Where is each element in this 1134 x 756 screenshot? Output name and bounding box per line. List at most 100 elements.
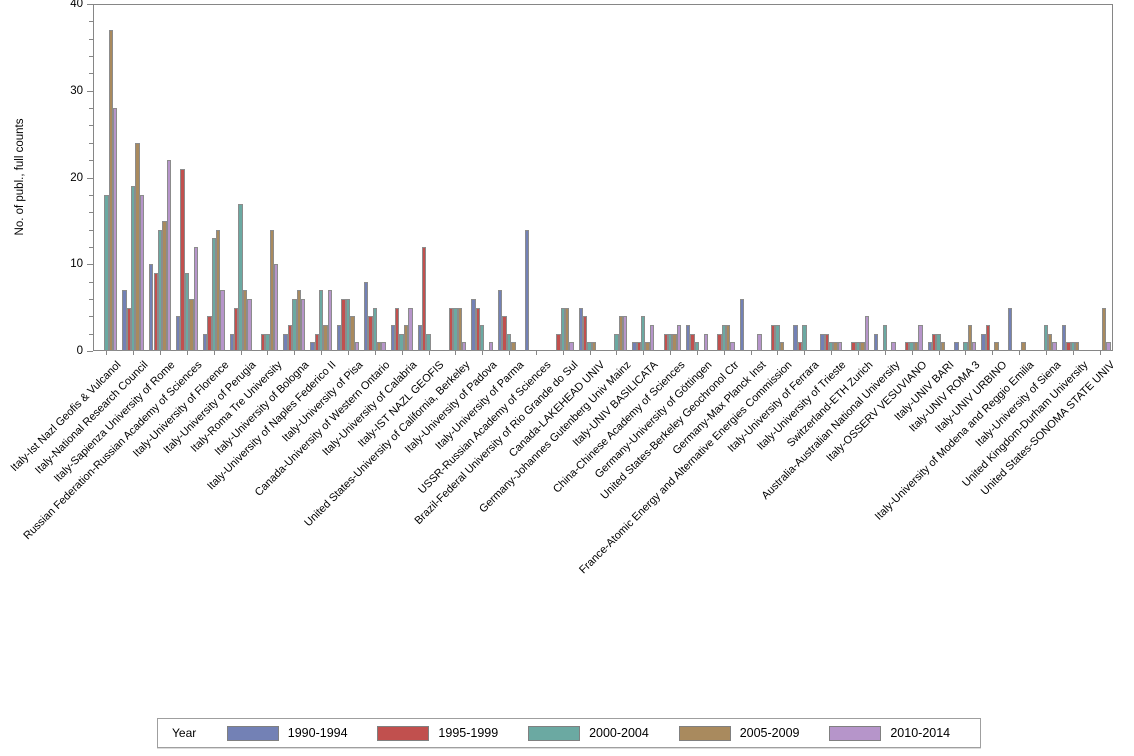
bar: [269, 229, 275, 351]
bar: [390, 324, 396, 351]
bar: [417, 324, 422, 351]
bar: [614, 333, 619, 351]
bar: [502, 316, 507, 351]
y-minor-tick: [89, 73, 93, 75]
x-tick: [1099, 351, 1101, 355]
bar: [793, 324, 798, 351]
bar: [837, 342, 843, 351]
bar: [480, 324, 485, 351]
bar: [395, 307, 400, 351]
x-tick: [160, 351, 162, 355]
bar: [372, 307, 378, 351]
bar: [323, 324, 328, 351]
x-tick: [509, 351, 511, 355]
bar: [985, 324, 990, 351]
bar: [488, 342, 494, 351]
x-tick: [804, 351, 806, 355]
bar: [471, 298, 476, 351]
bar: [940, 342, 946, 351]
x-tick: [186, 351, 188, 355]
bar: [623, 316, 628, 351]
bar: [215, 229, 221, 351]
y-tick-label: 0: [76, 345, 83, 357]
bar: [238, 203, 243, 351]
legend-swatch: [678, 725, 731, 741]
x-tick: [589, 351, 591, 355]
x-tick: [348, 351, 349, 355]
x-tick: [267, 351, 269, 355]
bar: [399, 333, 404, 351]
x-tick: [965, 351, 967, 355]
x-tick: [1019, 351, 1021, 355]
legend-item: 2010-2014: [829, 725, 980, 741]
y-minor-tick: [89, 56, 93, 58]
x-tick: [428, 351, 430, 355]
legend-item-label: 2000-2004: [589, 726, 649, 740]
bar: [180, 168, 185, 351]
bar: [1074, 342, 1080, 351]
bar: [283, 333, 288, 351]
bar: [408, 307, 413, 351]
y-major-tick: [87, 264, 93, 266]
x-tick: [992, 351, 994, 355]
bar: [739, 298, 745, 351]
bar: [667, 333, 673, 351]
legend-item: 2005-2009: [678, 725, 830, 741]
bar: [506, 333, 512, 351]
bar: [927, 342, 932, 351]
bar: [954, 342, 959, 351]
bar: [775, 324, 780, 351]
y-minor-tick: [89, 281, 93, 283]
y-tick-label: 10: [70, 258, 83, 271]
bar: [882, 324, 888, 351]
bar: [891, 342, 896, 351]
bar: [354, 342, 359, 351]
bar: [591, 342, 597, 351]
bar: [851, 342, 856, 351]
bar: [725, 324, 731, 351]
x-tick: [670, 351, 672, 355]
bar: [131, 186, 136, 351]
plot-area: [93, 4, 1113, 351]
bar: [1070, 342, 1075, 351]
bar: [582, 316, 588, 351]
bar: [461, 342, 467, 351]
bar: [296, 290, 301, 351]
bar: [918, 324, 923, 351]
x-tick: [321, 351, 323, 355]
x-tick: [911, 351, 913, 355]
bar: [345, 298, 351, 351]
bar: [337, 324, 342, 351]
bar: [864, 316, 869, 351]
bar: [211, 238, 216, 351]
bar: [108, 30, 113, 351]
bar: [1052, 342, 1057, 351]
x-tick: [374, 351, 376, 355]
x-tick: [455, 351, 457, 355]
bar: [824, 333, 829, 351]
bar: [498, 290, 503, 351]
x-tick: [858, 351, 859, 355]
y-minor-tick: [89, 229, 93, 231]
bar: [310, 342, 315, 351]
bar: [757, 333, 762, 351]
bar: [511, 342, 516, 351]
bar: [632, 342, 637, 351]
y-minor-tick: [89, 246, 93, 248]
x-tick: [643, 351, 645, 355]
bar: [113, 108, 118, 351]
bar: [327, 290, 333, 351]
x-tick: [535, 351, 537, 355]
bar: [166, 160, 172, 351]
bar: [967, 324, 972, 351]
x-tick: [831, 351, 833, 355]
x-tick: [750, 351, 752, 355]
bar: [936, 333, 941, 351]
x-tick: [562, 351, 564, 355]
x-tick: [723, 351, 725, 355]
x-tick: [616, 351, 618, 355]
bar: [560, 307, 565, 351]
bar: [1048, 333, 1053, 351]
bar: [569, 342, 574, 351]
bar: [1043, 324, 1049, 351]
